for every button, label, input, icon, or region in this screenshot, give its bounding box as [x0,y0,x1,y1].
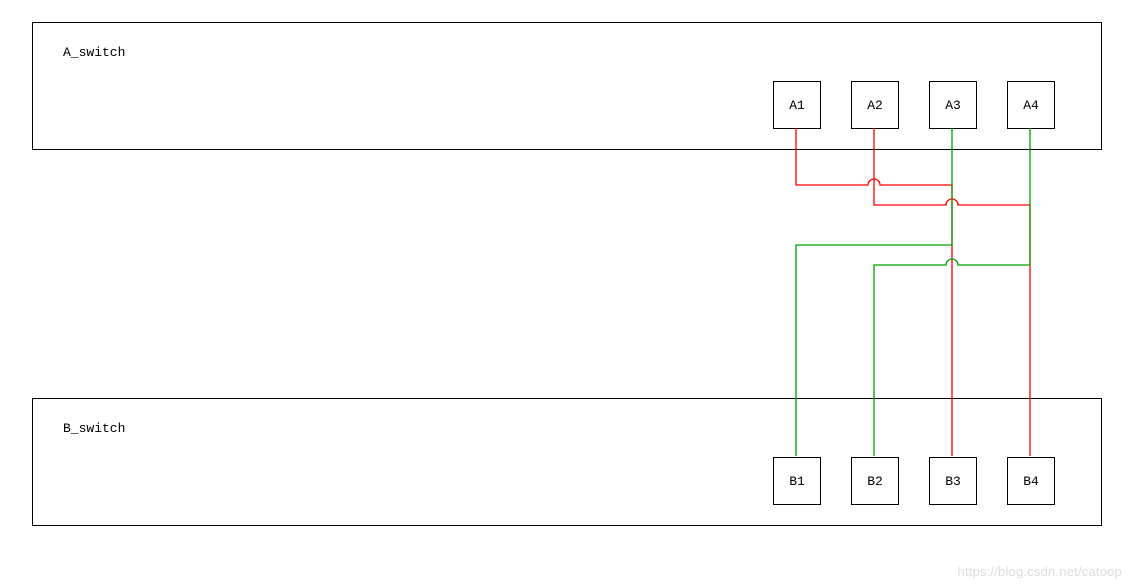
port-a3: A3 [929,81,977,129]
port-b1-label: B1 [789,474,805,489]
port-b3: B3 [929,457,977,505]
port-a4: A4 [1007,81,1055,129]
port-a4-label: A4 [1023,98,1039,113]
port-a1-label: A1 [789,98,805,113]
port-a2-label: A2 [867,98,883,113]
switch-b-label: B_switch [63,421,125,436]
port-b1: B1 [773,457,821,505]
port-b4-label: B4 [1023,474,1039,489]
switch-a: A_switch A1 A2 A3 A4 [32,22,1102,150]
port-a3-label: A3 [945,98,961,113]
port-b2-label: B2 [867,474,883,489]
port-a2: A2 [851,81,899,129]
port-b3-label: B3 [945,474,961,489]
switch-b: B_switch B1 B2 B3 B4 [32,398,1102,526]
port-a1: A1 [773,81,821,129]
watermark: https://blog.csdn.net/catoop [957,564,1122,579]
port-b2: B2 [851,457,899,505]
switch-a-label: A_switch [63,45,125,60]
port-b4: B4 [1007,457,1055,505]
